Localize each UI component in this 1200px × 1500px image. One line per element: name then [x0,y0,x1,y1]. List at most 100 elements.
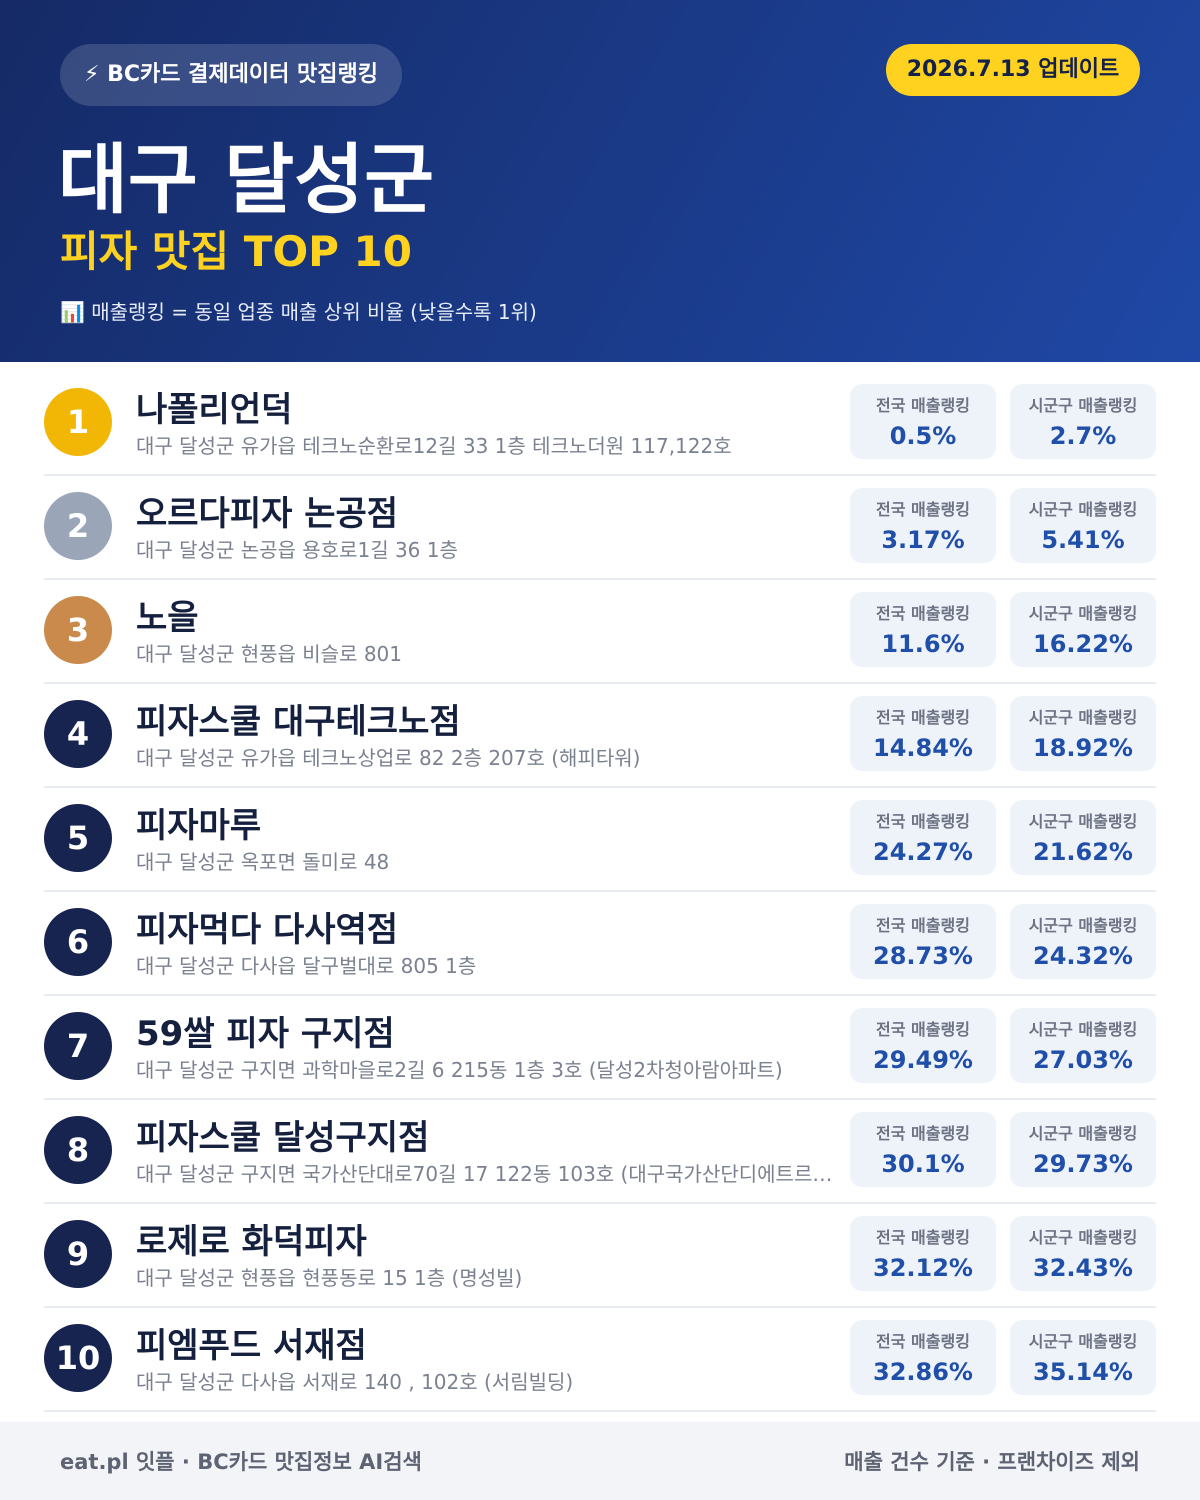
address: 대구 달성군 유가읍 테크노상업로 82 2층 207호 (해피타워) [136,746,641,770]
restaurant-name: 피자스쿨 대구테크노점 [136,702,461,742]
rank-value: 24.27% [873,838,973,866]
rank-label: 전국 매출랭킹 [876,1020,970,1039]
title: 대구 달성군 [58,135,435,224]
restaurant-name: 피엠푸드 서재점 [136,1326,367,1366]
rank-value: 27.03% [1033,1046,1133,1074]
rank-box: 시군구 매출랭킹 5.41% [1010,488,1156,563]
restaurant-name: 피자먹다 다사역점 [136,910,399,950]
rank-box: 시군구 매출랭킹 2.7% [1010,384,1156,459]
address: 대구 달성군 구지면 과학마을로2길 6 215동 1층 3호 (달성2차청아람… [136,1058,783,1082]
list-row: 1 나폴리언덕 대구 달성군 유가읍 테크노순환로12길 33 1층 테크노더원 1… [44,370,1156,476]
rank-value: 2.7% [1049,422,1117,450]
footer-left: eat.pl 잇플 · BC카드 맛집정보 AI검색 [60,1450,422,1474]
rank-label: 시군구 매출랭킹 [1028,1228,1138,1247]
rank-box: 전국 매출랭킹 14.84% [850,696,996,771]
restaurant-name: 로제로 화덕피자 [136,1222,367,1262]
restaurant-name: 오르다피자 논공점 [136,494,399,534]
rank-value: 32.86% [873,1358,973,1386]
rank-badge: 4 [44,700,112,768]
rank-box: 전국 매출랭킹 11.6% [850,592,996,667]
rank-box: 시군구 매출랭킹 29.73% [1010,1112,1156,1187]
rank-value: 21.62% [1033,838,1133,866]
rank-label: 전국 매출랭킹 [876,1124,970,1143]
rank-value: 29.73% [1033,1150,1133,1178]
address: 대구 달성군 논공읍 용호로1길 36 1층 [136,538,458,562]
address: 대구 달성군 다사읍 달구벌대로 805 1층 [136,954,477,978]
rank-label: 전국 매출랭킹 [876,708,970,727]
header: ⚡ BC카드 결제데이터 맛집랭킹 2026.7.13 업데이트 대구 달성군 … [0,0,1200,362]
rank-label: 시군구 매출랭킹 [1028,708,1138,727]
rank-box: 전국 매출랭킹 24.27% [850,800,996,875]
update-badge: 2026.7.13 업데이트 [886,44,1140,96]
rank-value: 32.12% [873,1254,973,1282]
rank-value: 28.73% [873,942,973,970]
rank-label: 전국 매출랭킹 [876,604,970,623]
rank-badge: 5 [44,804,112,872]
note: 📊 매출랭킹 = 동일 업종 매출 상위 비율 (낮을수록 1위) [60,300,537,324]
rank-label: 시군구 매출랭킹 [1028,396,1138,415]
rank-value: 35.14% [1033,1358,1133,1386]
rank-value: 29.49% [873,1046,973,1074]
address: 대구 달성군 유가읍 테크노순환로12길 33 1층 테크노더원 117,122… [136,434,732,458]
rank-label: 시군구 매출랭킹 [1028,916,1138,935]
rank-box: 전국 매출랭킹 30.1% [850,1112,996,1187]
rank-badge: 10 [44,1324,112,1392]
subtitle: 피자 맛집 TOP 10 [60,227,413,276]
address: 대구 달성군 현풍읍 현풍동로 15 1층 (명성빌) [136,1266,523,1290]
restaurant-name: 피자마루 [136,806,262,846]
rank-value: 3.17% [881,526,965,554]
rank-label: 전국 매출랭킹 [876,812,970,831]
rank-label: 시군구 매출랭킹 [1028,500,1138,519]
rank-value: 0.5% [889,422,957,450]
rank-badge: 6 [44,908,112,976]
rank-box: 시군구 매출랭킹 24.32% [1010,904,1156,979]
address: 대구 달성군 구지면 국가산단대로70길 17 122동 103호 (대구국가산… [136,1162,833,1186]
rank-box: 시군구 매출랭킹 16.22% [1010,592,1156,667]
restaurant-name: 59쌀 피자 구지점 [136,1014,395,1054]
list-row: 3 노을 대구 달성군 현풍읍 비슬로 801 전국 매출랭킹 11.6% 시군구 매출랭… [44,578,1156,684]
rank-label: 전국 매출랭킹 [876,1228,970,1247]
rank-value: 5.41% [1041,526,1125,554]
rank-box: 전국 매출랭킹 0.5% [850,384,996,459]
rank-badge: 3 [44,596,112,664]
footer: eat.pl 잇플 · BC카드 맛집정보 AI검색 매출 건수 기준 · 프랜… [0,1422,1200,1500]
restaurant-name: 피자스쿨 달성구지점 [136,1118,430,1158]
rank-value: 30.1% [881,1150,965,1178]
rank-box: 전국 매출랭킹 28.73% [850,904,996,979]
rank-box: 시군구 매출랭킹 32.43% [1010,1216,1156,1291]
rank-box: 전국 매출랭킹 29.49% [850,1008,996,1083]
rank-badge: 7 [44,1012,112,1080]
rank-box: 전국 매출랭킹 3.17% [850,488,996,563]
address: 대구 달성군 다사읍 서재로 140 , 102호 (서림빌딩) [136,1370,574,1394]
badge: ⚡ BC카드 결제데이터 맛집랭킹 [60,44,402,106]
address: 대구 달성군 옥포면 돌미로 48 [136,850,390,874]
rank-label: 시군구 매출랭킹 [1028,812,1138,831]
rank-value: 18.92% [1033,734,1133,762]
rank-box: 전국 매출랭킹 32.12% [850,1216,996,1291]
restaurant-name: 노을 [136,598,199,638]
restaurant-name: 나폴리언덕 [136,390,293,430]
rank-badge: 2 [44,492,112,560]
rank-box: 시군구 매출랭킹 35.14% [1010,1320,1156,1395]
rank-value: 24.32% [1033,942,1133,970]
rank-label: 전국 매출랭킹 [876,396,970,415]
rank-label: 전국 매출랭킹 [876,916,970,935]
rank-badge: 9 [44,1220,112,1288]
rank-value: 11.6% [881,630,965,658]
rank-value: 32.43% [1033,1254,1133,1282]
rank-box: 시군구 매출랭킹 21.62% [1010,800,1156,875]
rank-value: 16.22% [1033,630,1133,658]
rank-box: 시군구 매출랭킹 27.03% [1010,1008,1156,1083]
rank-badge: 8 [44,1116,112,1184]
rank-label: 시군구 매출랭킹 [1028,604,1138,623]
rank-value: 14.84% [873,734,973,762]
rank-label: 시군구 매출랭킹 [1028,1332,1138,1351]
